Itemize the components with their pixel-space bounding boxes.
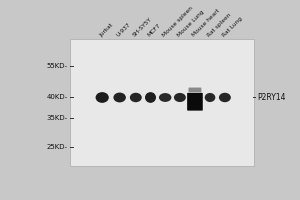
FancyBboxPatch shape [188, 88, 201, 92]
Text: SH-SY5Y: SH-SY5Y [132, 17, 153, 38]
Text: 40KD-: 40KD- [46, 94, 68, 100]
Ellipse shape [113, 93, 126, 102]
Ellipse shape [205, 93, 215, 102]
Text: Rat spleen: Rat spleen [206, 12, 232, 38]
Ellipse shape [145, 92, 156, 103]
Text: 35KD-: 35KD- [46, 115, 68, 121]
Text: Jurkat: Jurkat [99, 22, 114, 38]
Ellipse shape [96, 92, 109, 103]
Text: MCF7: MCF7 [147, 23, 162, 38]
FancyBboxPatch shape [187, 93, 203, 111]
Text: P2RY14: P2RY14 [257, 93, 286, 102]
Ellipse shape [174, 93, 186, 102]
Text: Mouse spleen: Mouse spleen [162, 5, 194, 38]
Ellipse shape [219, 93, 231, 102]
Text: 25KD-: 25KD- [47, 144, 68, 150]
Text: 55KD-: 55KD- [47, 63, 68, 69]
Text: Mouse Lung: Mouse Lung [176, 9, 205, 38]
Text: U-937: U-937 [116, 22, 132, 38]
FancyBboxPatch shape [70, 39, 254, 166]
Ellipse shape [159, 93, 171, 102]
Text: Mouse heart: Mouse heart [191, 8, 221, 38]
Text: Rat Lung: Rat Lung [221, 16, 243, 38]
Ellipse shape [130, 93, 142, 102]
